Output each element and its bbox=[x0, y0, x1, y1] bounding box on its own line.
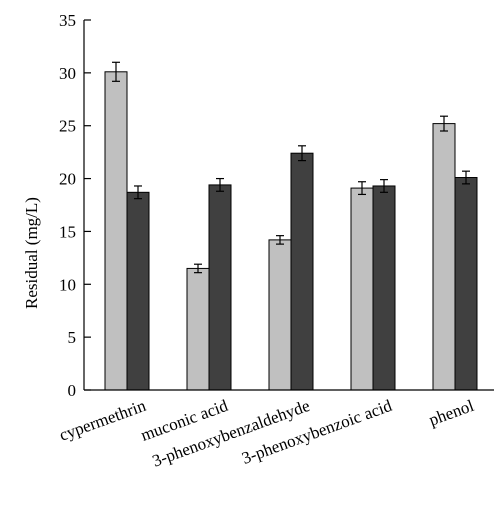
y-tick-label: 10 bbox=[59, 275, 76, 294]
bar bbox=[454, 177, 478, 391]
bar bbox=[372, 185, 396, 391]
bar bbox=[350, 187, 374, 391]
y-tick-label: 0 bbox=[68, 381, 77, 400]
y-tick-label: 20 bbox=[59, 170, 76, 189]
bar bbox=[104, 71, 128, 391]
bar bbox=[432, 123, 456, 391]
bars bbox=[104, 61, 478, 391]
bar bbox=[290, 152, 314, 391]
y-tick-label: 15 bbox=[59, 222, 76, 241]
bar bbox=[186, 267, 210, 391]
y-tick-label: 30 bbox=[59, 64, 76, 83]
y-tick-label: 35 bbox=[59, 11, 76, 30]
bar bbox=[268, 239, 292, 391]
y-tick-label: 5 bbox=[68, 328, 77, 347]
y-axis: 0 5 10 15 20 25 30 35 bbox=[59, 11, 91, 400]
x-tick-label: cypermethrin bbox=[57, 396, 149, 445]
bar bbox=[126, 191, 150, 391]
x-tick-label: phenol bbox=[426, 396, 476, 430]
bar bbox=[208, 184, 232, 391]
y-tick-label: 25 bbox=[59, 117, 76, 136]
y-axis-title: Residual (mg/L) bbox=[22, 197, 41, 309]
